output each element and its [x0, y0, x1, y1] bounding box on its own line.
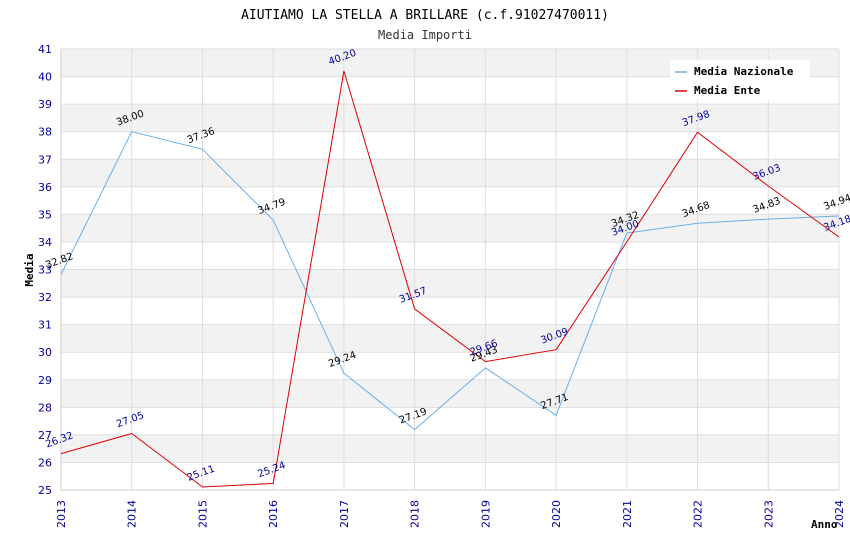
plot-band — [61, 352, 839, 380]
series-line-media-nazionale — [60, 131, 840, 431]
x-tick-label-2019: 2019 — [479, 500, 492, 528]
y-tick-label: 32 — [38, 291, 52, 304]
x-tick-label-2013: 2013 — [55, 500, 68, 528]
plot-band — [61, 131, 839, 160]
x-tick-label-2023: 2023 — [762, 500, 775, 528]
legend-box — [670, 60, 810, 100]
chart-legend: Media Nazionale Media Ente — [670, 60, 810, 100]
x-tick-label-2022: 2022 — [692, 500, 705, 528]
y-tick-label: 31 — [38, 319, 52, 332]
y-tick-label: 30 — [38, 346, 52, 359]
grid-lines — [60, 48, 840, 491]
y-tick-label: 39 — [38, 98, 52, 111]
legend-label-media-ente: Media Ente — [694, 84, 761, 97]
x-tick-label-2015: 2015 — [196, 500, 209, 528]
x-tick-labels: 2013 2014 2015 2016 2017 2018 2019 2020 2021 2022… — [55, 500, 846, 528]
axes — [60, 49, 839, 491]
x-tick-label-2016: 2016 — [267, 500, 280, 528]
y-tick-label: 34 — [38, 236, 52, 249]
y-axis-label: Media — [23, 253, 36, 286]
y-tick-label: 37 — [38, 153, 52, 166]
y-tick-label: 36 — [38, 181, 52, 194]
y-tick-label: 28 — [38, 401, 52, 414]
plot-bands — [61, 49, 839, 490]
plot-band — [61, 434, 839, 463]
x-tick-label-2018: 2018 — [409, 500, 422, 528]
x-axis-label: Anno — [811, 518, 838, 531]
plot-band — [61, 104, 839, 132]
series-lines — [60, 70, 840, 488]
x-tick-label-2020: 2020 — [550, 500, 563, 528]
plot-band — [61, 379, 839, 408]
x-tick-label-2017: 2017 — [338, 500, 351, 528]
y-tick-label: 35 — [38, 208, 52, 221]
plot-band — [61, 297, 839, 325]
plot-band — [61, 214, 839, 242]
y-tick-label: 40 — [38, 71, 52, 84]
x-tick-label-2024: 2024 — [833, 500, 846, 528]
x-tick-label-2014: 2014 — [126, 500, 139, 528]
y-tick-label: 27 — [38, 429, 52, 442]
chart-subtitle: Media Importi — [378, 28, 472, 42]
y-tick-label: 33 — [38, 264, 52, 277]
series-line-media-ente — [60, 70, 840, 488]
y-tick-label: 26 — [38, 456, 52, 469]
y-tick-label: 38 — [38, 126, 52, 139]
y-tick-label: 25 — [38, 484, 52, 497]
legend-label-media-nazionale: Media Nazionale — [694, 65, 794, 78]
plot-band — [61, 324, 839, 353]
plot-band — [61, 407, 839, 435]
plot-band — [61, 159, 839, 187]
plot-band — [61, 269, 839, 298]
y-tick-label: 29 — [38, 374, 52, 387]
plot-band — [61, 186, 839, 215]
x-tick-label-2021: 2021 — [621, 500, 634, 528]
plot-band — [61, 241, 839, 270]
y-tick-labels: 25 26 27 28 29 30 31 32 33 34 35 36 37 38 39 40 41 — [38, 43, 52, 497]
chart-title: AIUTIAMO LA STELLA A BRILLARE (c.f.91027… — [241, 8, 609, 23]
plot-band — [61, 462, 839, 490]
y-tick-label: 41 — [38, 43, 52, 56]
